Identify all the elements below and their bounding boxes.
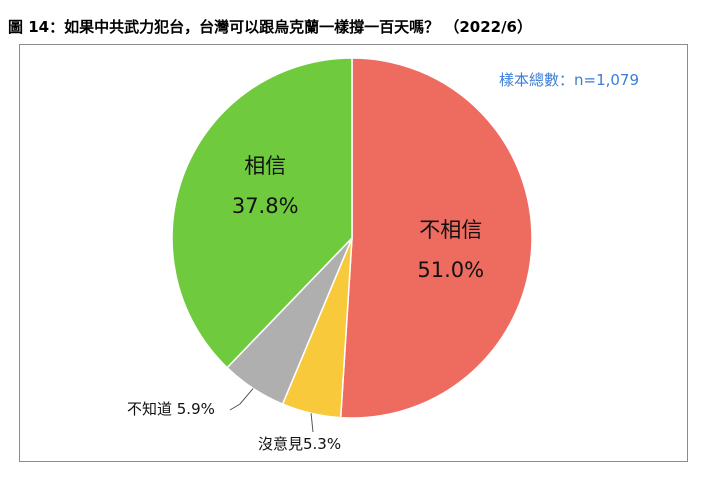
label-disbelieve-pct: 51.0%: [417, 258, 484, 282]
leader-no-opinion: [310, 413, 314, 433]
label-dont-know: 不知道 5.9%: [127, 400, 215, 418]
label-leaders: [229, 388, 314, 433]
chart-title: 圖 14：如果中共武力犯台，台灣可以跟烏克蘭一樣撐一百天嗎？ （2022/6）: [8, 18, 532, 36]
label-disbelieve-name: 不相信: [419, 218, 482, 242]
slice-believe: [171, 57, 353, 369]
label-believe-name: 相信: [244, 154, 286, 178]
label-no-opinion: 沒意見5.3%: [258, 435, 341, 453]
slice-disbelieve: [339, 57, 533, 419]
pie-labels: 不相信 51.0% 相信 37.8% 沒意見5.3% 不知道 5.9%: [127, 154, 484, 453]
label-believe-pct: 37.8%: [232, 194, 299, 218]
pie-slices: [171, 57, 533, 419]
sample-size-note: 樣本總數：n=1,079: [499, 71, 640, 89]
leader-dont-know: [229, 388, 254, 411]
